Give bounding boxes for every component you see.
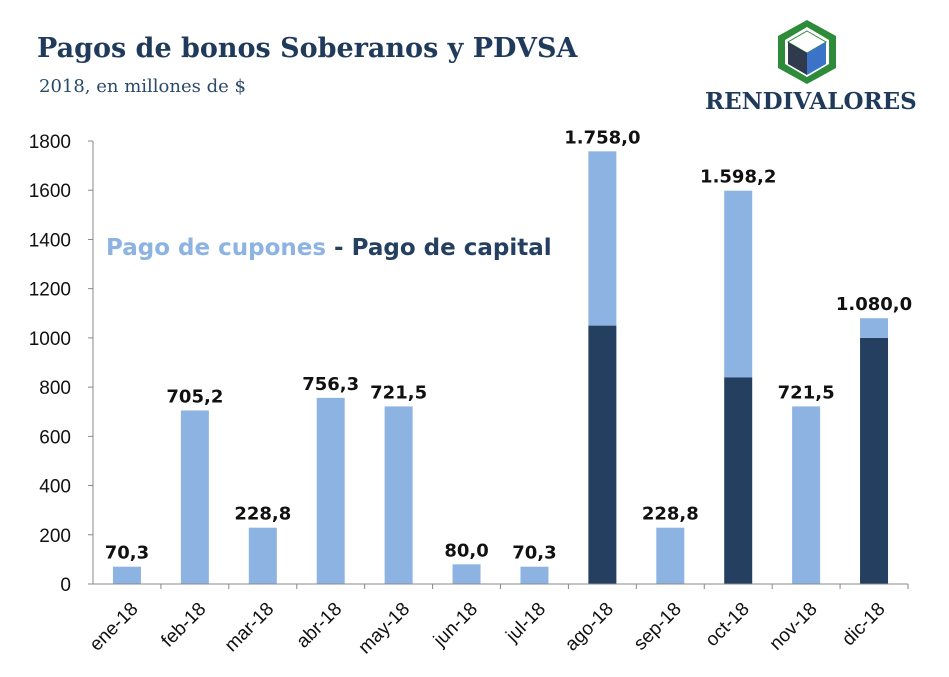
value-label-oct-18: 1.598,2 <box>700 167 776 188</box>
bar-coupon-dic-18 <box>860 318 889 338</box>
value-label-dic-18: 1.080,0 <box>836 294 912 315</box>
value-label-ago-18: 1.758,0 <box>564 127 640 148</box>
bar-coupon-may-18 <box>384 406 413 584</box>
x-tick-label-jul-18: jul-18 <box>502 599 550 647</box>
y-tick-label: 0 <box>60 575 71 596</box>
chart-title: Pagos de bonos Soberanos y PDVSA <box>37 33 578 64</box>
x-tick-label-oct-18: oct-18 <box>702 599 754 651</box>
bar-capital-dic-18 <box>860 337 889 584</box>
y-tick-label: 1000 <box>29 329 71 350</box>
bar-coupon-nov-18 <box>792 406 821 584</box>
x-tick-label-feb-18: feb-18 <box>157 599 210 652</box>
legend-capital-label: Pago de capital <box>352 235 552 261</box>
x-tick-label-mar-18: mar-18 <box>221 599 278 656</box>
bar-coupon-ene-18 <box>112 566 141 584</box>
y-tick-label: 1600 <box>29 181 71 202</box>
bar-coupon-feb-18 <box>180 410 209 584</box>
bar-coupon-mar-18 <box>248 527 277 584</box>
x-tick-label-may-18: may-18 <box>355 599 415 659</box>
y-tick-label: 1200 <box>29 280 71 301</box>
value-label-ene-18: 70,3 <box>105 543 149 564</box>
bar-capital-oct-18 <box>724 377 753 584</box>
value-labels: 70,3 705,2 228,8 756,3 721,5 80,0 70,3 1.758,0 2… <box>105 127 912 563</box>
bar-coupon-ago-18 <box>588 151 617 326</box>
value-label-nov-18: 721,5 <box>778 382 835 403</box>
y-axis: 0 200 400 600 800 1000 1200 1400 1600 1800 <box>29 132 94 596</box>
bar-coupon-abr-18 <box>316 397 345 584</box>
y-tick-label: 600 <box>39 427 71 448</box>
value-label-mar-18: 228,8 <box>234 504 291 525</box>
bar-coupon-sep-18 <box>656 527 685 584</box>
y-tick-label: 800 <box>39 378 71 399</box>
brand-name: RENDIVALORES <box>705 88 917 115</box>
x-tick-label-dic-18: dic-18 <box>838 599 889 650</box>
value-label-jun-18: 80,0 <box>444 540 488 561</box>
logo-cube-right <box>807 42 826 75</box>
value-label-jul-18: 70,3 <box>512 543 556 564</box>
legend-separator: - <box>326 235 352 261</box>
x-tick-label-nov-18: nov-18 <box>766 599 822 655</box>
bar-coupon-oct-18 <box>724 190 753 378</box>
chart-subtitle: 2018, en millones de $ <box>39 76 246 97</box>
x-tick-label-ene-18: ene-18 <box>86 599 143 656</box>
x-tick-label-ago-18: ago-18 <box>561 599 618 656</box>
legend-coupon-label: Pago de cupones <box>106 235 326 261</box>
value-label-abr-18: 756,3 <box>302 374 359 395</box>
legend: Pago de cupones - Pago de capital <box>106 235 552 261</box>
y-tick-label: 1800 <box>29 132 71 153</box>
logo-cube-left <box>788 42 807 75</box>
x-tick-label-abr-18: abr-18 <box>293 599 347 653</box>
y-tick-label: 1400 <box>29 230 71 251</box>
value-label-may-18: 721,5 <box>370 382 427 403</box>
y-tick-label: 400 <box>39 477 71 498</box>
bar-capital-ago-18 <box>588 325 617 584</box>
bars <box>112 151 889 584</box>
bar-coupon-jul-18 <box>520 566 549 584</box>
bar-coupon-jun-18 <box>452 564 481 584</box>
x-axis: ene-18 feb-18 mar-18 abr-18 may-18 jun-18 jul-… <box>86 583 909 659</box>
value-label-feb-18: 705,2 <box>166 386 223 407</box>
x-tick-label-sep-18: sep-18 <box>630 599 686 655</box>
cube-logo-icon <box>778 20 836 84</box>
value-label-sep-18: 228,8 <box>642 504 699 525</box>
x-tick-label-jun-18: jun-18 <box>429 599 482 652</box>
y-tick-label: 200 <box>39 526 71 547</box>
